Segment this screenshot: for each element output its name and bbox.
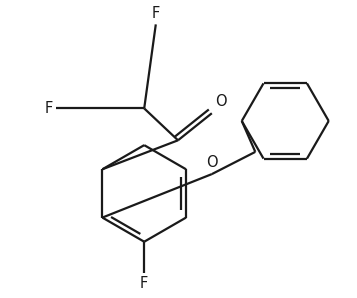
Text: F: F	[140, 277, 149, 291]
Text: F: F	[152, 6, 160, 21]
Text: F: F	[44, 101, 52, 116]
Text: O: O	[215, 94, 226, 109]
Text: O: O	[206, 155, 218, 170]
